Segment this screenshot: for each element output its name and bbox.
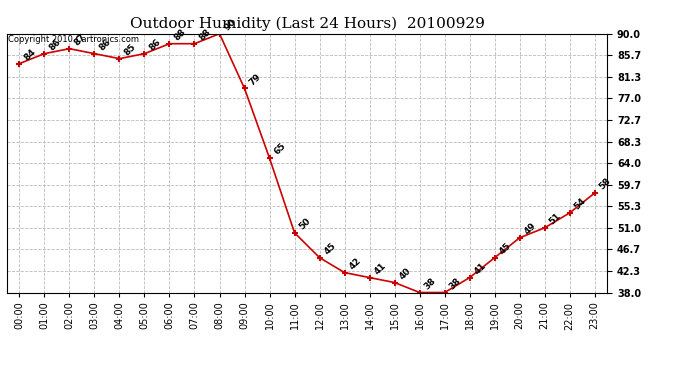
Text: 87: 87 <box>72 32 88 47</box>
Text: 41: 41 <box>473 261 488 276</box>
Text: 86: 86 <box>147 37 162 52</box>
Text: 45: 45 <box>497 241 513 256</box>
Text: 45: 45 <box>322 241 337 256</box>
Text: 79: 79 <box>247 72 263 87</box>
Text: 88: 88 <box>172 27 188 42</box>
Text: 65: 65 <box>273 141 288 157</box>
Text: 50: 50 <box>297 216 313 231</box>
Title: Outdoor Humidity (Last 24 Hours)  20100929: Outdoor Humidity (Last 24 Hours) 2010092… <box>130 17 484 31</box>
Text: 84: 84 <box>22 47 37 62</box>
Text: 90: 90 <box>222 17 237 32</box>
Text: 88: 88 <box>197 27 213 42</box>
Text: 38: 38 <box>422 276 437 291</box>
Text: 42: 42 <box>347 256 363 271</box>
Text: 58: 58 <box>598 176 613 192</box>
Text: 51: 51 <box>547 211 562 226</box>
Text: 54: 54 <box>573 196 588 211</box>
Text: 85: 85 <box>122 42 137 57</box>
Text: 38: 38 <box>447 276 462 291</box>
Text: 86: 86 <box>97 37 112 52</box>
Text: 40: 40 <box>397 266 413 281</box>
Text: 86: 86 <box>47 37 62 52</box>
Text: Copyright 2010 Cartronics.com: Copyright 2010 Cartronics.com <box>8 35 139 44</box>
Text: 41: 41 <box>373 261 388 276</box>
Text: 49: 49 <box>522 221 538 236</box>
